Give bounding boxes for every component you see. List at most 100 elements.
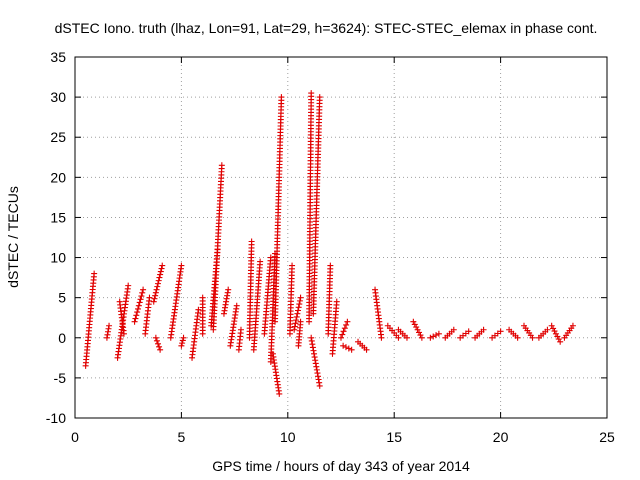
- data-point: [180, 334, 187, 341]
- chart-title: dSTEC Iono. truth (lhaz, Lon=91, Lat=29,…: [55, 20, 598, 36]
- data-point: [157, 346, 164, 353]
- data-point: [140, 286, 147, 293]
- data-point: [342, 344, 349, 351]
- data-point: [139, 289, 146, 296]
- data-point: [315, 376, 322, 383]
- data-point: [430, 333, 437, 340]
- data-point: [179, 340, 186, 347]
- data-point: [125, 282, 132, 289]
- data-point: [178, 262, 185, 269]
- data-point: [133, 312, 140, 319]
- data-point: [153, 286, 160, 293]
- data-point: [308, 334, 315, 341]
- data-point: [152, 289, 159, 296]
- data-point: [333, 298, 340, 305]
- data-point: [195, 306, 202, 313]
- data-point: [158, 265, 165, 272]
- data-point: [411, 321, 418, 328]
- data-point: [548, 322, 555, 329]
- data-point: [418, 334, 425, 341]
- data-point: [225, 286, 232, 293]
- data-point: [106, 322, 113, 329]
- y-tick-label: -10: [46, 410, 66, 426]
- data-point: [295, 307, 302, 314]
- data-point: [316, 382, 323, 389]
- data-point: [134, 305, 141, 312]
- data-point: [132, 315, 139, 322]
- data-point: [309, 341, 316, 348]
- y-tick-label: 10: [50, 250, 66, 266]
- data-point: [313, 363, 320, 370]
- data-point: [150, 298, 157, 305]
- data-point: [465, 328, 472, 335]
- data-point: [339, 331, 346, 338]
- x-tick-label: 20: [493, 429, 509, 445]
- data-point: [134, 309, 141, 316]
- data-point: [297, 318, 304, 325]
- data-point: [154, 283, 161, 290]
- x-tick-label: 25: [599, 429, 615, 445]
- x-tick-label: 10: [280, 429, 296, 445]
- data-point: [296, 301, 303, 308]
- data-point: [131, 318, 138, 325]
- data-point: [414, 326, 421, 333]
- data-point: [151, 295, 158, 302]
- data-point: [417, 332, 424, 339]
- y-tick-label: 20: [50, 169, 66, 185]
- data-point: [199, 330, 206, 337]
- data-point: [267, 254, 274, 261]
- data-point: [327, 262, 334, 269]
- data-point: [363, 346, 370, 353]
- data-point: [309, 344, 316, 351]
- data-point: [551, 328, 558, 335]
- data-point: [313, 366, 320, 373]
- data-point: [152, 334, 159, 341]
- data-point: [293, 317, 300, 324]
- data-point: [435, 330, 442, 337]
- data-point: [338, 334, 344, 341]
- data-point: [480, 326, 487, 333]
- data-point: [395, 334, 402, 341]
- y-tick-label: 5: [58, 290, 66, 306]
- y-tick-label: 35: [50, 49, 66, 65]
- grid-lines: [75, 57, 607, 418]
- data-point: [316, 379, 323, 386]
- data-point: [557, 338, 564, 345]
- data-point: [310, 347, 317, 354]
- data-point: [157, 271, 164, 278]
- data-point: [257, 258, 264, 265]
- data-point: [157, 268, 164, 275]
- data-point: [345, 345, 352, 352]
- data-point: [344, 318, 351, 325]
- axis-ticks: 0 5 10 15 20 25 -10 -5 0 5 10 15 20 25 30 35: [46, 49, 615, 445]
- data-point: [296, 297, 303, 304]
- data-point: [295, 304, 302, 311]
- data-point: [341, 325, 348, 332]
- data-point: [316, 94, 323, 101]
- data-point: [154, 340, 161, 347]
- data-point: [153, 337, 160, 344]
- data-point: [237, 326, 244, 333]
- data-point: [179, 337, 186, 344]
- data-point: [312, 360, 319, 367]
- data-point: [413, 324, 420, 331]
- data-point: [450, 326, 457, 333]
- data-point: [427, 334, 434, 341]
- data-point: [159, 262, 166, 269]
- data-point: [137, 296, 144, 303]
- data-point: [292, 320, 299, 327]
- data-point: [416, 329, 423, 336]
- data-point: [312, 357, 319, 364]
- data-point: [529, 334, 536, 341]
- data-point: [233, 302, 240, 309]
- data-point: [155, 277, 162, 284]
- x-tick-label: 5: [178, 429, 186, 445]
- y-tick-label: 25: [50, 129, 66, 145]
- data-point: [178, 342, 185, 349]
- data-point: [315, 373, 322, 380]
- data-points: [82, 90, 576, 397]
- data-point: [289, 262, 296, 269]
- data-point: [154, 280, 161, 287]
- data-point: [120, 330, 127, 337]
